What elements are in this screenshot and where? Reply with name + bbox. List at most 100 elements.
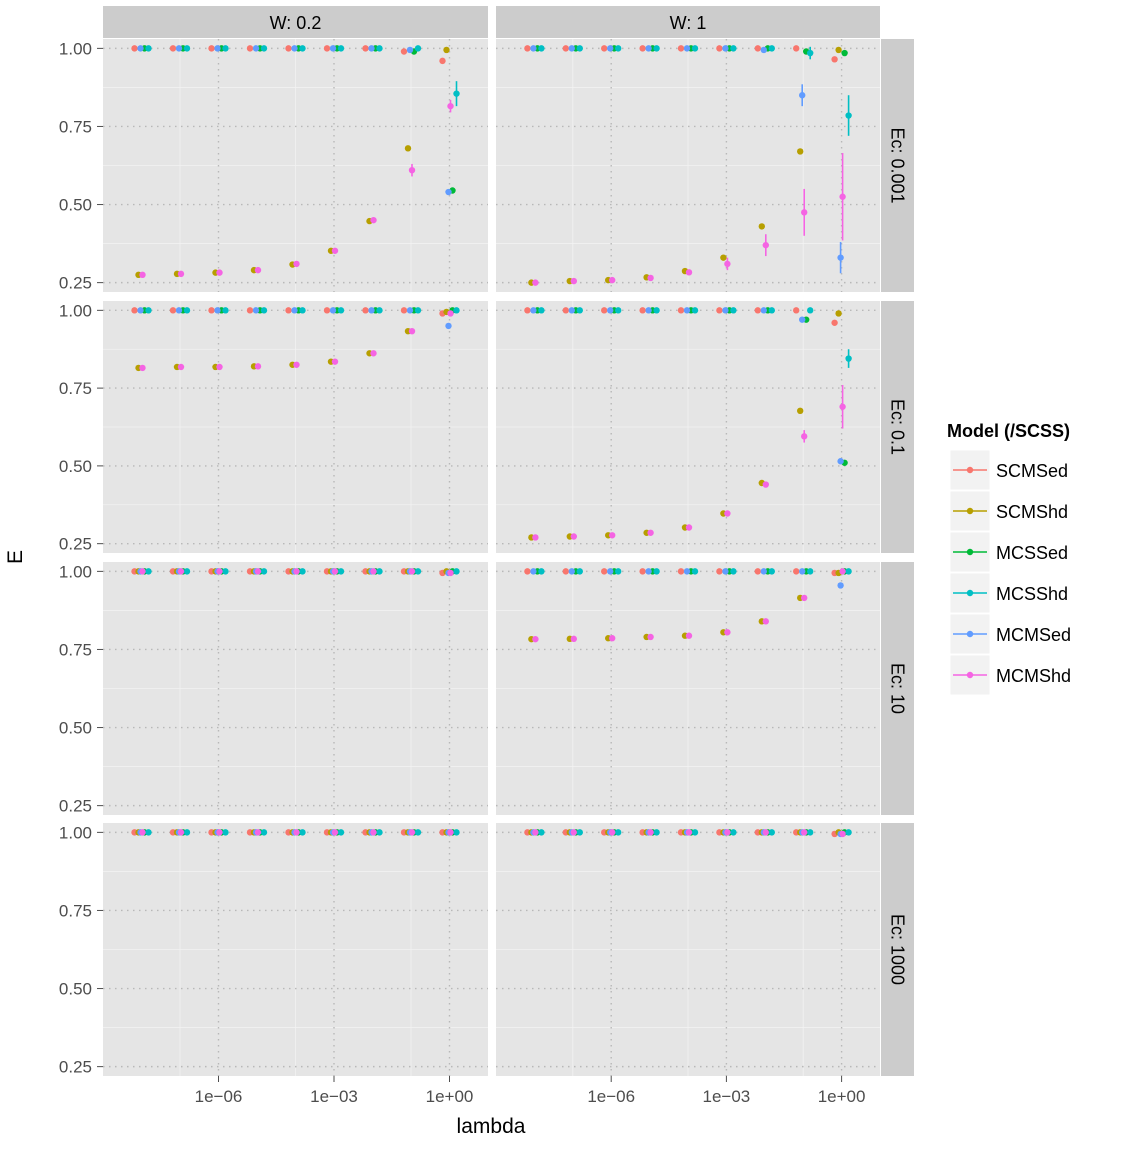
data-point xyxy=(730,568,737,575)
data-point xyxy=(724,829,731,836)
data-point xyxy=(254,829,262,836)
data-point xyxy=(260,45,268,52)
data-point xyxy=(799,568,806,575)
y-tick-label: 1.00 xyxy=(59,39,92,58)
data-point xyxy=(839,568,846,575)
data-point xyxy=(131,307,138,314)
data-point xyxy=(639,568,646,575)
data-point xyxy=(576,568,583,575)
y-tick-label: 0.25 xyxy=(59,274,92,293)
data-point xyxy=(331,358,339,365)
facet-strip-row-label: Ec: 0.1 xyxy=(888,399,908,455)
data-point xyxy=(768,829,775,836)
data-point xyxy=(323,45,331,52)
data-point xyxy=(447,310,454,317)
data-point xyxy=(370,350,377,357)
data-point xyxy=(716,45,723,52)
data-point xyxy=(724,260,731,268)
facet-panel xyxy=(496,823,880,1076)
facet-panel xyxy=(103,562,488,815)
data-point xyxy=(568,568,575,575)
x-tick-label: 1e+00 xyxy=(818,1087,866,1106)
data-point xyxy=(607,568,614,575)
data-point xyxy=(807,568,814,575)
data-point xyxy=(169,45,177,52)
data-point xyxy=(139,829,146,836)
data-point xyxy=(831,56,838,63)
data-point xyxy=(609,276,616,284)
facet-strip-col-label: W: 0.2 xyxy=(270,13,322,33)
data-point xyxy=(329,307,337,314)
data-point xyxy=(183,829,191,836)
data-point xyxy=(337,45,345,52)
legend-label: SCMSed xyxy=(996,461,1068,481)
data-point xyxy=(299,307,306,314)
legend-item: MCSSed xyxy=(949,531,1068,573)
data-point xyxy=(337,307,345,314)
data-point xyxy=(730,829,737,836)
data-point xyxy=(758,223,765,230)
facet-panel xyxy=(496,39,880,292)
data-point xyxy=(716,568,723,575)
data-point xyxy=(762,481,769,488)
data-point xyxy=(252,307,260,314)
x-tick-label: 1e−03 xyxy=(703,1087,751,1106)
data-point xyxy=(645,307,652,314)
data-point xyxy=(538,568,545,575)
data-point xyxy=(691,568,699,575)
data-point xyxy=(768,568,775,575)
data-point xyxy=(720,254,727,261)
data-point xyxy=(246,45,254,52)
data-point xyxy=(260,829,268,836)
data-point xyxy=(329,45,337,52)
data-point xyxy=(183,307,191,314)
data-point xyxy=(609,829,616,836)
data-point xyxy=(839,193,846,200)
facet-strip-row xyxy=(881,562,914,815)
data-point xyxy=(797,148,804,155)
y-tick-label: 0.75 xyxy=(59,901,92,920)
data-point xyxy=(177,568,185,575)
data-point xyxy=(131,45,138,52)
data-point xyxy=(414,307,422,314)
data-point xyxy=(408,568,416,575)
data-point xyxy=(568,45,575,52)
data-point xyxy=(841,49,848,57)
data-point xyxy=(683,307,691,314)
legend-label: SCMShd xyxy=(996,502,1068,522)
legend-label: MCSSed xyxy=(996,543,1068,563)
data-point xyxy=(293,361,300,368)
data-point xyxy=(568,307,575,314)
data-point xyxy=(453,90,460,97)
data-point xyxy=(337,568,345,575)
data-point xyxy=(183,45,191,52)
data-point xyxy=(404,145,412,152)
data-point xyxy=(139,364,146,372)
data-point xyxy=(524,568,531,575)
data-point xyxy=(722,45,729,52)
data-point xyxy=(145,45,152,52)
data-point xyxy=(760,307,767,314)
data-point xyxy=(530,307,537,314)
data-point xyxy=(615,568,622,575)
data-point xyxy=(837,254,844,261)
data-point xyxy=(683,568,691,575)
data-point xyxy=(137,45,144,52)
data-point xyxy=(762,618,769,625)
data-point xyxy=(691,829,699,836)
data-point xyxy=(647,633,654,641)
data-point xyxy=(530,568,537,575)
data-point xyxy=(768,45,775,52)
data-point xyxy=(760,46,767,54)
data-point xyxy=(724,629,731,636)
legend-key-point xyxy=(966,671,974,679)
data-point xyxy=(754,45,761,52)
data-point xyxy=(562,45,569,52)
data-point xyxy=(645,568,652,575)
data-point xyxy=(615,45,622,52)
facet-strip-row-label: Ec: 10 xyxy=(888,663,908,714)
data-point xyxy=(807,829,814,836)
facet-strip-col xyxy=(103,6,488,38)
data-point xyxy=(376,829,383,836)
data-point xyxy=(609,532,616,539)
